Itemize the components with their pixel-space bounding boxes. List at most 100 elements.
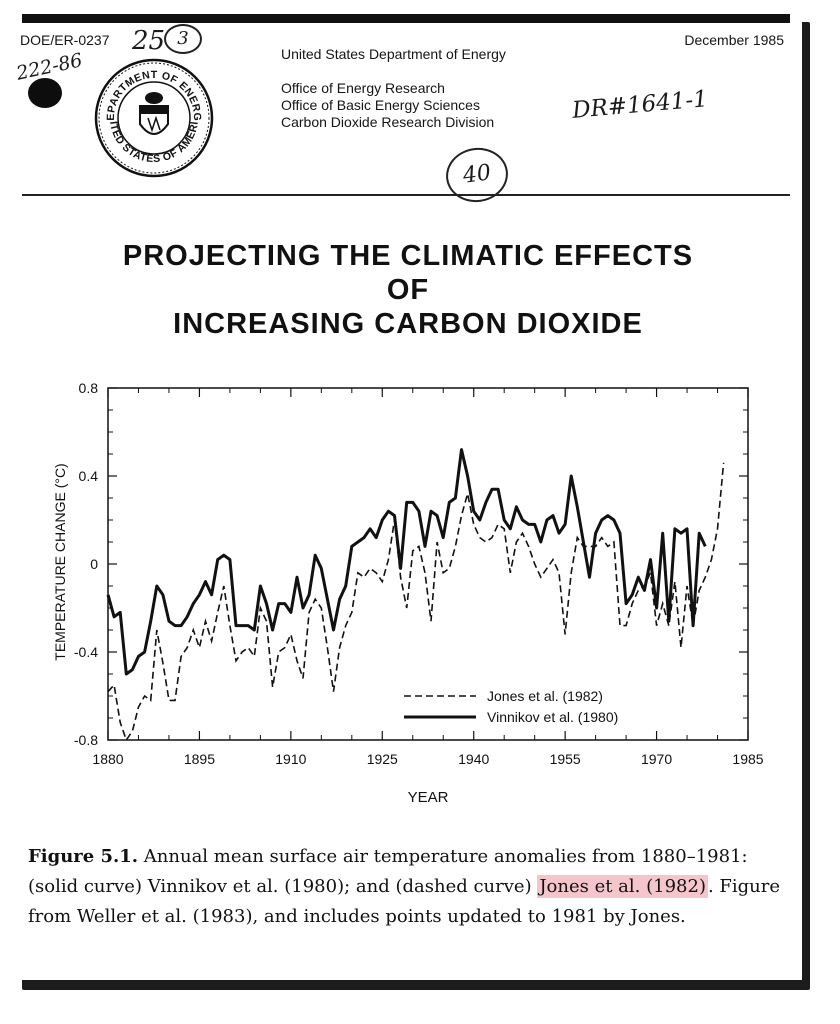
vinnikov-point [150, 620, 152, 622]
jones-point [174, 700, 176, 702]
jones-point [436, 541, 438, 543]
vinnikov-point [247, 625, 249, 627]
handwritten-circled-number: 40 [442, 143, 512, 207]
jones-point [247, 647, 249, 649]
jones-point [595, 546, 597, 548]
vinnikov-point [339, 598, 341, 600]
x-tick-label: 1985 [732, 751, 763, 767]
vinnikov-point [205, 581, 207, 583]
jones-point [686, 585, 688, 587]
jones-point [528, 546, 530, 548]
vinnikov-point [424, 546, 426, 548]
figure-caption: Figure 5.1. Annual mean surface air temp… [28, 842, 788, 932]
top-rule [22, 14, 790, 23]
vinnikov-point [631, 594, 633, 596]
vinnikov-point [144, 651, 146, 653]
vinnikov-point [223, 554, 225, 556]
jones-point [570, 572, 572, 574]
doe-seal-icon: DEPARTMENT OF ENERGY UNITED STATES OF AM… [92, 56, 214, 178]
jones-point [193, 629, 195, 631]
vinnikov-point [241, 625, 243, 627]
jones-point [381, 581, 383, 583]
vinnikov-point [229, 559, 231, 561]
jones-point [516, 541, 518, 543]
jones-point [229, 625, 231, 627]
x-tick-label: 1970 [641, 751, 672, 767]
ink-blot [28, 78, 62, 108]
jones-point [223, 585, 225, 587]
x-tick-label: 1955 [550, 751, 581, 767]
jones-point [260, 607, 262, 609]
jones-point [613, 541, 615, 543]
x-tick-label: 1910 [275, 751, 306, 767]
jones-point [400, 576, 402, 578]
vinnikov-point [528, 524, 530, 526]
vinnikov-point [558, 532, 560, 534]
jones-point [296, 660, 298, 662]
caption-highlighted-citation: Jones et al. (1982) [537, 875, 708, 898]
jones-point [564, 634, 566, 636]
jones-point [430, 620, 432, 622]
vinnikov-point [412, 502, 414, 504]
vinnikov-point [522, 519, 524, 521]
temperature-chart: 1880 1895 1910 1925 1940 1955 1970 1985 0.8 0.4 0… [52, 380, 764, 806]
vinnikov-point [692, 625, 694, 627]
jones-point [674, 581, 676, 583]
vinnikov-point [650, 559, 652, 561]
x-tick-label: 1880 [92, 751, 123, 767]
jones-point [113, 684, 115, 686]
jones-point [369, 568, 371, 570]
vinnikov-point [497, 488, 499, 490]
vinnikov-point [302, 607, 304, 609]
jones-point [302, 678, 304, 680]
office-line-3: Carbon Dioxide Research Division [281, 114, 495, 130]
vinnikov-point [363, 537, 365, 539]
handwritten-circled-digit: 3 [164, 24, 202, 54]
jones-point [235, 660, 237, 662]
vinnikov-point [570, 475, 572, 477]
jones-point [589, 546, 591, 548]
vinnikov-point [119, 612, 121, 614]
handwritten-serial: 25 [132, 26, 166, 56]
vinnikov-point [406, 502, 408, 504]
vinnikov-point [503, 519, 505, 521]
jones-point [253, 656, 255, 658]
vinnikov-point [180, 625, 182, 627]
jones-point [668, 625, 670, 627]
vinnikov-point [193, 603, 195, 605]
jones-point [144, 695, 146, 697]
vinnikov-1980-line [106, 448, 707, 676]
jones-point [241, 651, 243, 653]
vinnikov-point [516, 506, 518, 508]
jones-point [662, 603, 664, 605]
jones-point [162, 662, 164, 664]
jones-point [217, 612, 219, 614]
vinnikov-point [345, 585, 347, 587]
header-divider [22, 194, 790, 196]
jones-point [418, 546, 420, 548]
vinnikov-point [564, 524, 566, 526]
vinnikov-point [308, 594, 310, 596]
vinnikov-point [186, 616, 188, 618]
jones-point [272, 686, 274, 688]
jones-point [278, 651, 280, 653]
vinnikov-point [577, 506, 579, 508]
vinnikov-point [656, 607, 658, 609]
jones-point [345, 625, 347, 627]
jones-point [717, 528, 719, 530]
jones-point [540, 576, 542, 578]
vinnikov-point [449, 502, 451, 504]
vinnikov-point [369, 528, 371, 530]
jones-point [266, 620, 268, 622]
vinnikov-point [260, 585, 262, 587]
agency-name: United States Department of Energy [281, 46, 506, 62]
caption-text-1: Annual mean surface air temperature anom… [28, 846, 748, 897]
vinnikov-point [583, 541, 585, 543]
vinnikov-point [601, 519, 603, 521]
vinnikov-point [467, 475, 469, 477]
jones-point [424, 572, 426, 574]
vinnikov-point [199, 594, 201, 596]
vinnikov-point [491, 488, 493, 490]
jones-point [132, 730, 134, 732]
caption-label: Figure 5.1. [28, 846, 139, 867]
